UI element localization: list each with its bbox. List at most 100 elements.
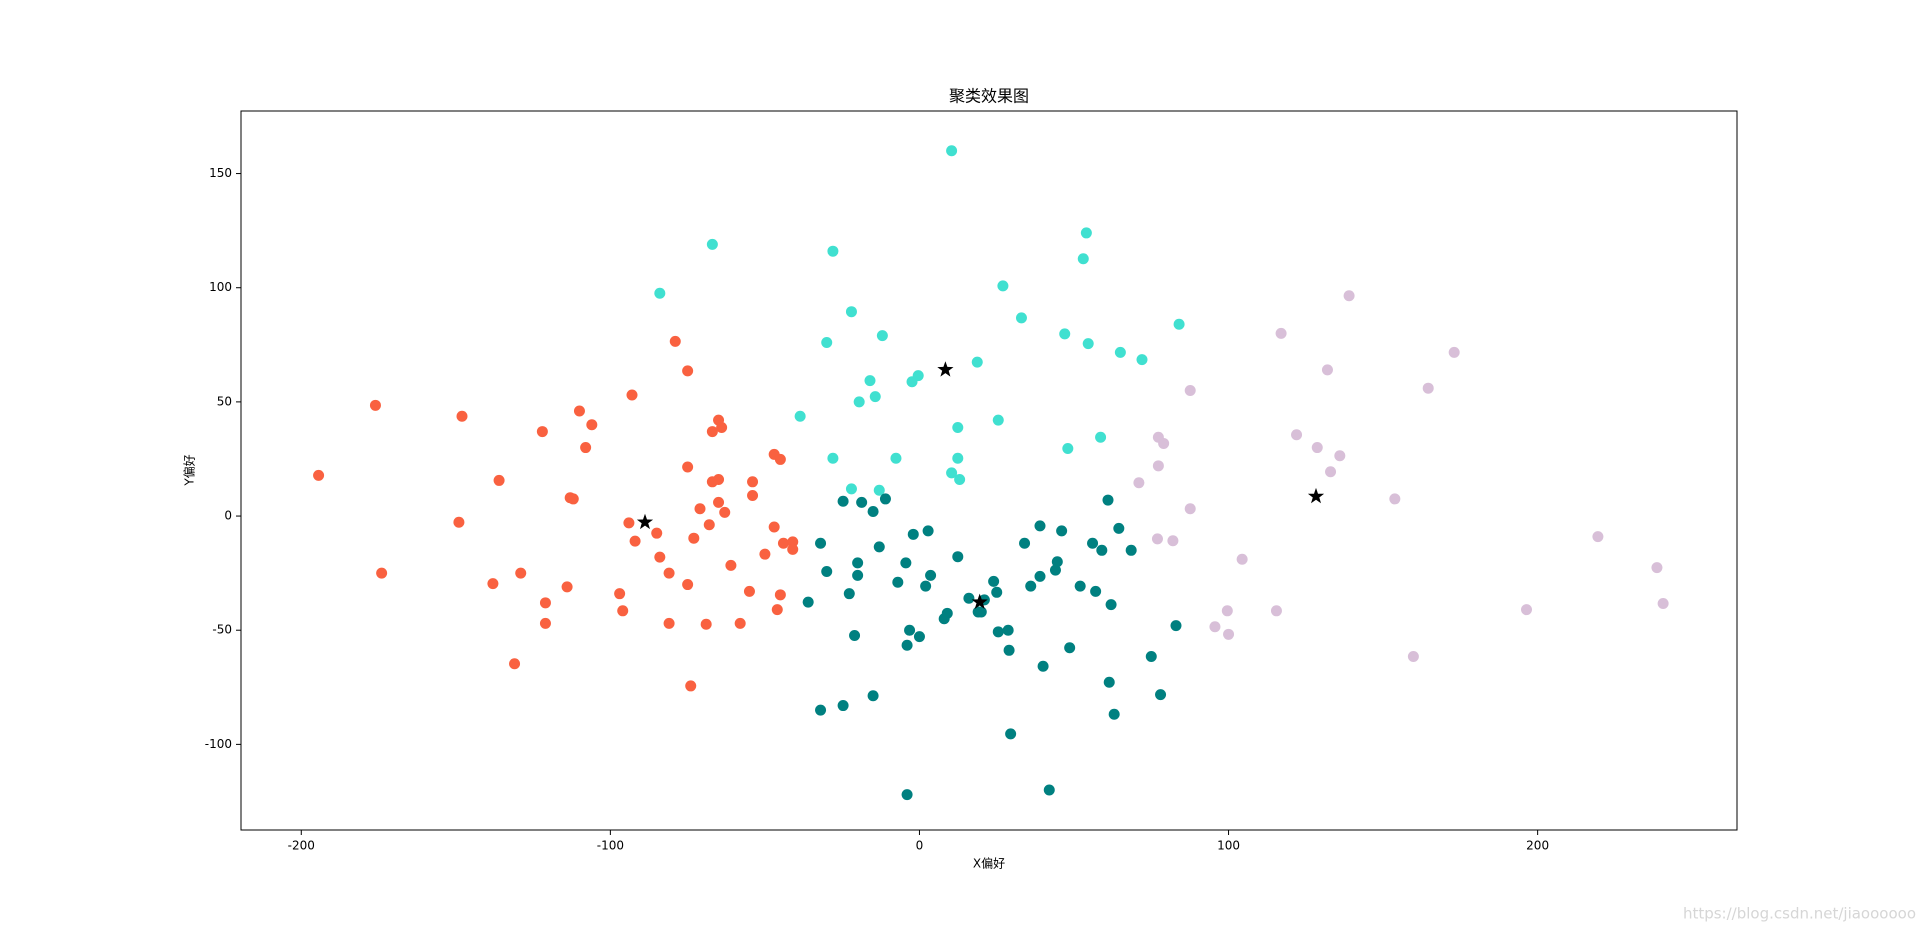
centroid bbox=[971, 593, 988, 609]
point bbox=[946, 145, 958, 157]
x-axis-label: X偏好 bbox=[973, 856, 1005, 871]
point bbox=[487, 578, 499, 590]
point bbox=[716, 421, 728, 433]
point bbox=[954, 474, 966, 486]
point bbox=[1184, 384, 1196, 396]
point bbox=[856, 496, 868, 508]
point bbox=[1080, 227, 1092, 239]
point bbox=[1064, 642, 1076, 654]
point bbox=[1114, 346, 1126, 358]
point bbox=[654, 551, 666, 563]
point bbox=[837, 700, 849, 712]
point bbox=[963, 592, 975, 604]
point bbox=[1034, 570, 1046, 582]
point bbox=[694, 503, 706, 515]
point bbox=[771, 604, 783, 616]
point bbox=[1077, 253, 1089, 265]
point bbox=[873, 484, 885, 496]
point bbox=[1056, 525, 1068, 537]
point bbox=[867, 505, 879, 517]
point bbox=[845, 306, 857, 318]
point bbox=[907, 528, 919, 540]
point bbox=[1059, 328, 1071, 340]
point bbox=[586, 419, 598, 431]
point bbox=[747, 490, 759, 502]
point bbox=[852, 557, 864, 569]
point bbox=[992, 626, 1004, 638]
point bbox=[509, 658, 521, 670]
point bbox=[682, 365, 694, 377]
point bbox=[1105, 599, 1117, 611]
point bbox=[1389, 493, 1401, 505]
point bbox=[1311, 442, 1323, 454]
point bbox=[682, 461, 694, 473]
point bbox=[1592, 531, 1604, 543]
point bbox=[493, 474, 505, 486]
point bbox=[827, 245, 839, 257]
point bbox=[1173, 318, 1185, 330]
point bbox=[1657, 598, 1669, 610]
point bbox=[536, 426, 548, 438]
point bbox=[952, 421, 964, 433]
point bbox=[743, 585, 755, 597]
point bbox=[853, 396, 865, 408]
point bbox=[787, 536, 799, 548]
point bbox=[1062, 442, 1074, 454]
y-tick-label: 100 bbox=[209, 280, 232, 294]
point bbox=[1087, 537, 1099, 549]
y-tick-label: -50 bbox=[212, 623, 232, 637]
point bbox=[706, 426, 718, 438]
point bbox=[768, 521, 780, 533]
point bbox=[1448, 346, 1460, 358]
point bbox=[1407, 650, 1419, 662]
point bbox=[685, 680, 697, 692]
point bbox=[515, 567, 527, 579]
point bbox=[706, 238, 718, 250]
point bbox=[952, 551, 964, 563]
point bbox=[1422, 382, 1434, 394]
x-tick-label: -100 bbox=[597, 839, 624, 853]
point bbox=[925, 569, 937, 581]
point bbox=[1002, 624, 1014, 636]
point bbox=[906, 376, 918, 388]
point bbox=[873, 541, 885, 553]
point bbox=[654, 287, 666, 299]
point bbox=[1025, 580, 1037, 592]
point bbox=[997, 280, 1009, 292]
point bbox=[904, 624, 916, 636]
point bbox=[1103, 676, 1115, 688]
point bbox=[1155, 689, 1167, 701]
point bbox=[1034, 520, 1046, 532]
point bbox=[669, 335, 681, 347]
x-tick-label: 0 bbox=[916, 839, 924, 853]
point bbox=[837, 495, 849, 507]
point bbox=[843, 588, 855, 600]
point bbox=[1043, 784, 1055, 796]
point bbox=[1170, 620, 1182, 632]
point bbox=[900, 557, 912, 569]
x-tick-label: -200 bbox=[288, 839, 315, 853]
point bbox=[802, 596, 814, 608]
point bbox=[580, 442, 592, 454]
plot-frame bbox=[240, 110, 1738, 831]
point bbox=[1019, 537, 1031, 549]
point bbox=[614, 588, 626, 600]
point bbox=[713, 474, 725, 486]
point bbox=[719, 506, 731, 518]
point bbox=[369, 399, 381, 411]
point bbox=[1074, 580, 1086, 592]
point bbox=[626, 389, 638, 401]
point bbox=[1133, 477, 1145, 489]
point bbox=[539, 617, 551, 629]
y-tick-label: 150 bbox=[209, 166, 232, 180]
point bbox=[617, 605, 629, 617]
point bbox=[1003, 644, 1015, 656]
point bbox=[1334, 450, 1346, 462]
watermark: https://blog.csdn.net/jiaoooooo bbox=[1683, 905, 1916, 923]
point bbox=[815, 537, 827, 549]
point bbox=[777, 537, 789, 549]
point bbox=[663, 567, 675, 579]
y-axis-label: Y偏好 bbox=[182, 454, 197, 486]
point bbox=[1051, 556, 1063, 568]
